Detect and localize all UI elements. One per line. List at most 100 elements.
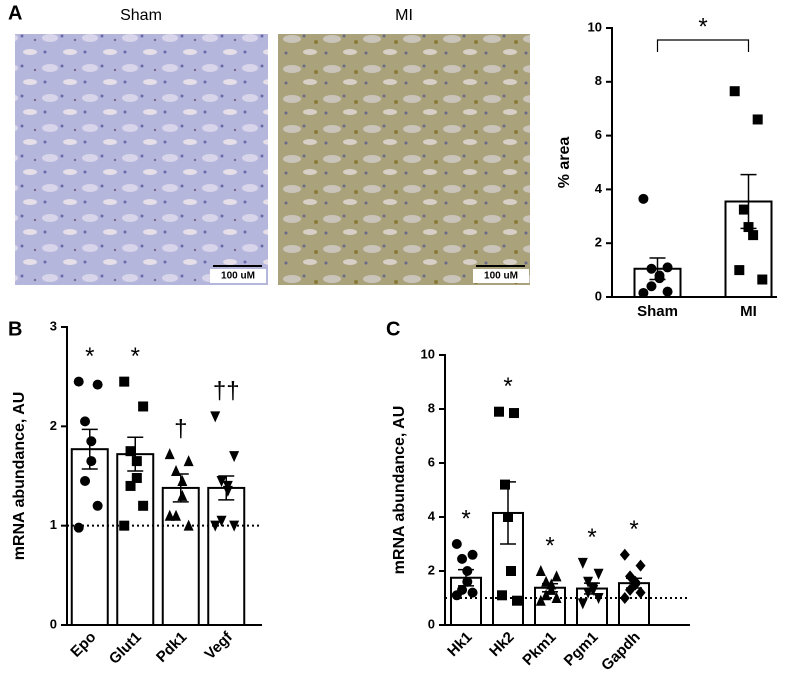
annotation: * bbox=[131, 343, 140, 370]
data-point bbox=[535, 594, 546, 606]
x-tick-label: Epo bbox=[67, 629, 99, 661]
data-point bbox=[92, 500, 103, 511]
y-tick-label: 2 bbox=[595, 235, 602, 250]
data-point bbox=[210, 411, 221, 423]
data-point bbox=[748, 230, 759, 241]
data-point bbox=[734, 265, 745, 276]
data-point bbox=[73, 522, 84, 533]
y-tick-label: 8 bbox=[595, 73, 602, 88]
data-point bbox=[500, 479, 510, 490]
data-point bbox=[752, 114, 763, 125]
y-tick-label: 0 bbox=[50, 616, 57, 631]
data-point bbox=[164, 509, 175, 521]
data-point bbox=[183, 455, 194, 467]
annotation: * bbox=[587, 524, 596, 551]
x-tick-label: Gapdh bbox=[598, 629, 644, 675]
x-tick-label: Pgm1 bbox=[561, 629, 602, 670]
y-tick-label: 4 bbox=[595, 181, 603, 196]
y-tick-label: 1 bbox=[50, 517, 57, 532]
data-point bbox=[494, 406, 504, 417]
y-tick-label: 2 bbox=[50, 418, 57, 433]
data-point bbox=[86, 456, 97, 467]
scale-bar-label: 100 uM bbox=[484, 271, 518, 282]
data-point bbox=[462, 566, 473, 576]
data-point bbox=[646, 263, 657, 274]
data-point bbox=[757, 274, 768, 285]
data-point bbox=[662, 286, 673, 297]
bar bbox=[70, 448, 109, 626]
data-point bbox=[171, 509, 182, 521]
data-point bbox=[222, 485, 233, 497]
data-point bbox=[512, 595, 522, 606]
x-tick-label: Pkm1 bbox=[519, 629, 559, 669]
data-point bbox=[92, 379, 103, 390]
data-point bbox=[638, 287, 649, 298]
data-point bbox=[619, 548, 630, 561]
significance-bracket bbox=[656, 39, 750, 52]
data-point bbox=[177, 489, 188, 501]
x-tick-label: Hk2 bbox=[486, 629, 517, 660]
data-point bbox=[551, 592, 562, 603]
x-tick-label: MI bbox=[740, 303, 757, 320]
y-tick-label: 3 bbox=[50, 318, 57, 333]
data-point bbox=[551, 570, 562, 582]
y-tick-label: 6 bbox=[595, 127, 602, 142]
data-point bbox=[619, 592, 630, 604]
data-point bbox=[125, 446, 136, 457]
data-point bbox=[451, 539, 462, 549]
data-point bbox=[577, 557, 588, 569]
data-point bbox=[119, 376, 130, 387]
data-point bbox=[73, 376, 84, 387]
data-point bbox=[654, 273, 665, 284]
data-point bbox=[593, 593, 604, 604]
data-point bbox=[506, 566, 516, 576]
panel-label: A bbox=[8, 2, 22, 24]
data-point bbox=[177, 474, 188, 486]
data-point bbox=[662, 262, 673, 273]
image-label: MI bbox=[395, 7, 413, 24]
data-point bbox=[583, 587, 594, 599]
data-point bbox=[164, 448, 175, 460]
data-point bbox=[729, 86, 740, 97]
annotation: † bbox=[174, 415, 187, 442]
y-axis-label: mRNA abundance, AU bbox=[391, 406, 408, 575]
y-tick-label: 10 bbox=[421, 346, 435, 361]
data-point bbox=[183, 519, 194, 531]
data-point bbox=[216, 515, 227, 527]
data-point bbox=[541, 589, 552, 601]
data-point bbox=[646, 281, 657, 292]
y-tick-label: 2 bbox=[428, 562, 435, 577]
scale-bar-bg bbox=[210, 269, 266, 283]
x-tick-label: Pdk1 bbox=[153, 629, 190, 666]
data-point bbox=[577, 598, 588, 610]
x-tick-label: Hk1 bbox=[444, 629, 475, 660]
x-tick-label: Vegf bbox=[201, 628, 236, 663]
x-tick-label: Glut1 bbox=[106, 629, 145, 668]
data-point bbox=[535, 565, 546, 576]
y-tick-label: 0 bbox=[595, 288, 602, 303]
data-point bbox=[738, 204, 749, 215]
data-point bbox=[451, 590, 462, 601]
data-point bbox=[635, 586, 646, 599]
data-point bbox=[638, 193, 649, 204]
data-point bbox=[210, 520, 221, 532]
data-point bbox=[635, 559, 646, 572]
data-point bbox=[467, 587, 478, 598]
micrograph bbox=[278, 34, 530, 285]
y-tick-label: 10 bbox=[588, 19, 602, 34]
y-tick-label: 4 bbox=[428, 508, 436, 523]
annotation: * bbox=[503, 373, 512, 400]
data-point bbox=[131, 456, 142, 467]
panel-label: C bbox=[386, 318, 400, 340]
data-point bbox=[593, 568, 604, 580]
annotation: * bbox=[461, 505, 470, 532]
y-axis-label: % area bbox=[556, 137, 573, 189]
data-point bbox=[131, 472, 142, 483]
data-point bbox=[125, 480, 136, 491]
data-point bbox=[467, 549, 478, 560]
y-tick-label: 0 bbox=[428, 616, 435, 631]
annotation: * bbox=[85, 343, 94, 370]
annotation: * bbox=[629, 516, 638, 543]
y-axis-label: mRNA abundance, AU bbox=[11, 392, 28, 561]
data-point bbox=[229, 520, 240, 532]
